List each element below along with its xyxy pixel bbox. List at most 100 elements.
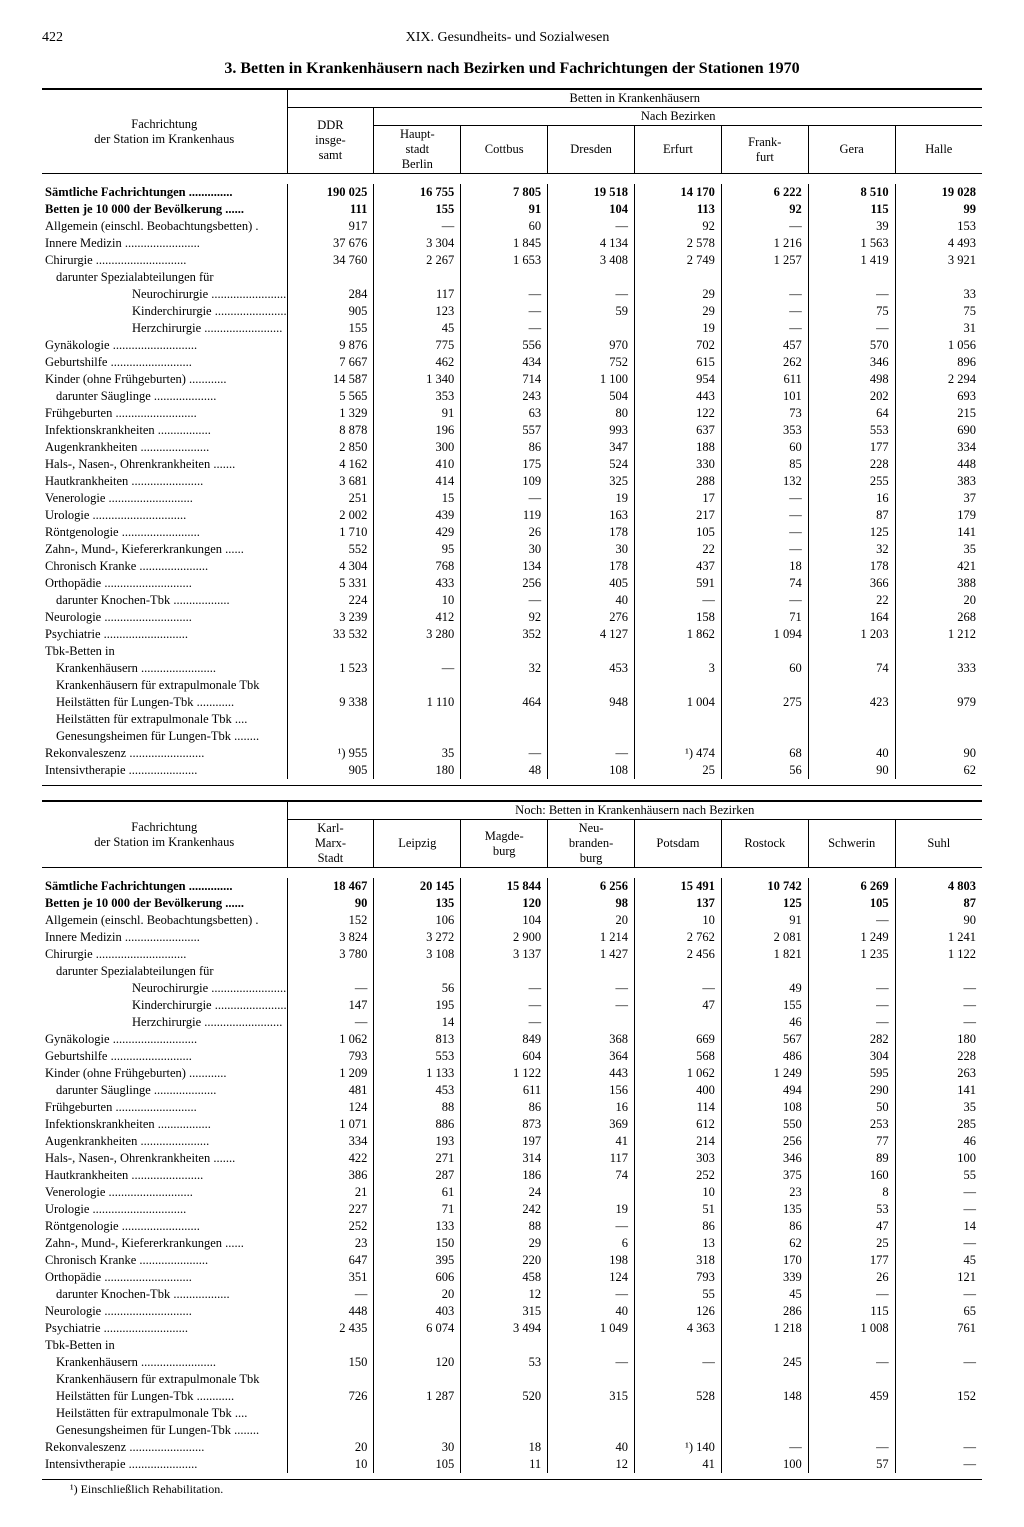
cell: — <box>721 218 808 235</box>
cell: 30 <box>548 541 635 558</box>
table-row: Heilstätten für extrapulmonale Tbk .... <box>42 1405 982 1422</box>
cell: 2 850 <box>287 439 374 456</box>
cell: 793 <box>287 1048 374 1065</box>
cell: 351 <box>287 1269 374 1286</box>
cell <box>808 711 895 728</box>
cell: 35 <box>895 1099 982 1116</box>
cell: 524 <box>548 456 635 473</box>
cell: 152 <box>895 1388 982 1405</box>
cell <box>374 1371 461 1388</box>
cell: 64 <box>808 405 895 422</box>
section-heading: XIX. Gesundheits- und Sozialwesen <box>406 30 610 46</box>
table-row: Kinderchirurgie .......................1… <box>42 997 982 1014</box>
table-row: Geburtshilfe ..........................7… <box>42 354 982 371</box>
cell: — <box>548 745 635 762</box>
table-row: Röntgenologie .........................1… <box>42 524 982 541</box>
row-label: Zahn-, Mund-, Kiefererkrankungen ...... <box>42 541 287 558</box>
cell: 32 <box>461 660 548 677</box>
cell: 315 <box>461 1303 548 1320</box>
table-bottom: Fachrichtungder Station im KrankenhausNo… <box>42 800 982 1480</box>
col-header: Suhl <box>895 820 982 868</box>
table-row: Chirurgie .............................3… <box>42 252 982 269</box>
cell: 612 <box>635 1116 722 1133</box>
cell: 117 <box>374 286 461 303</box>
cell: 49 <box>721 980 808 997</box>
cell: 119 <box>461 507 548 524</box>
col-header: Haupt-stadtBerlin <box>374 126 461 174</box>
row-label: Geburtshilfe .......................... <box>42 354 287 371</box>
cell <box>287 677 374 694</box>
cell: 100 <box>895 1150 982 1167</box>
table-row: Herzchirurgie .........................1… <box>42 320 982 337</box>
cell: 1 257 <box>721 252 808 269</box>
cell: 7 667 <box>287 354 374 371</box>
cell <box>548 1184 635 1201</box>
table-row: Allgemein (einschl. Beobachtungsbetten) … <box>42 912 982 929</box>
cell: 604 <box>461 1048 548 1065</box>
cell: 85 <box>721 456 808 473</box>
cell: 180 <box>374 762 461 779</box>
cell: — <box>548 1218 635 1235</box>
table-row: Krankenhäusern ........................1… <box>42 660 982 677</box>
cell <box>721 677 808 694</box>
cell: 115 <box>808 201 895 218</box>
cell: 45 <box>895 1252 982 1269</box>
cell: 611 <box>461 1082 548 1099</box>
cell: 462 <box>374 354 461 371</box>
table-row: Krankenhäusern für extrapulmonale Tbk <box>42 677 982 694</box>
table-row: Tbk-Betten in <box>42 643 982 660</box>
table-row: Psychiatrie ...........................3… <box>42 626 982 643</box>
cell: 1 056 <box>895 337 982 354</box>
cell <box>721 643 808 660</box>
cell: 160 <box>808 1167 895 1184</box>
cell: 714 <box>461 371 548 388</box>
cell: 46 <box>895 1133 982 1150</box>
cell: 318 <box>635 1252 722 1269</box>
cell: 287 <box>374 1167 461 1184</box>
table-row: Rekonvaleszenz ........................2… <box>42 1439 982 1456</box>
cell: 459 <box>808 1388 895 1405</box>
cell: 104 <box>461 912 548 929</box>
cell: 111 <box>287 201 374 218</box>
cell: 813 <box>374 1031 461 1048</box>
cell: — <box>721 524 808 541</box>
cell: 896 <box>895 354 982 371</box>
cell: 3 921 <box>895 252 982 269</box>
cell: 124 <box>548 1269 635 1286</box>
cell: — <box>548 218 635 235</box>
cell: 761 <box>895 1320 982 1337</box>
cell: 339 <box>721 1269 808 1286</box>
cell: — <box>374 660 461 677</box>
cell: 123 <box>374 303 461 320</box>
cell: 37 676 <box>287 235 374 252</box>
row-label: darunter Knochen-Tbk .................. <box>42 592 287 609</box>
cell: 48 <box>461 762 548 779</box>
cell: 122 <box>635 405 722 422</box>
table-row: Gynäkologie ...........................1… <box>42 1031 982 1048</box>
table-row: Heilstätten für Lungen-Tbk ............7… <box>42 1388 982 1405</box>
row-label: Betten je 10 000 der Bevölkerung ...... <box>42 895 287 912</box>
cell: 1 218 <box>721 1320 808 1337</box>
col-header: Schwerin <box>808 820 895 868</box>
cell: 60 <box>721 660 808 677</box>
cell: 75 <box>808 303 895 320</box>
cell <box>548 1337 635 1354</box>
table-row: Genesungsheimen für Lungen-Tbk ........ <box>42 728 982 745</box>
cell: 197 <box>461 1133 548 1150</box>
cell: ¹) 955 <box>287 745 374 762</box>
row-label: Rekonvaleszenz ........................ <box>42 1439 287 1456</box>
cell: 993 <box>548 422 635 439</box>
cell: 20 <box>287 1439 374 1456</box>
cell <box>895 711 982 728</box>
cell: 59 <box>548 303 635 320</box>
cell: 9 876 <box>287 337 374 354</box>
row-label: Augenkrankheiten ...................... <box>42 439 287 456</box>
cell <box>721 1371 808 1388</box>
cell: 325 <box>548 473 635 490</box>
cell: — <box>461 592 548 609</box>
cell: 388 <box>895 575 982 592</box>
cell: 567 <box>721 1031 808 1048</box>
cell <box>374 677 461 694</box>
cell: 190 025 <box>287 184 374 201</box>
row-label: Betten je 10 000 der Bevölkerung ...... <box>42 201 287 218</box>
